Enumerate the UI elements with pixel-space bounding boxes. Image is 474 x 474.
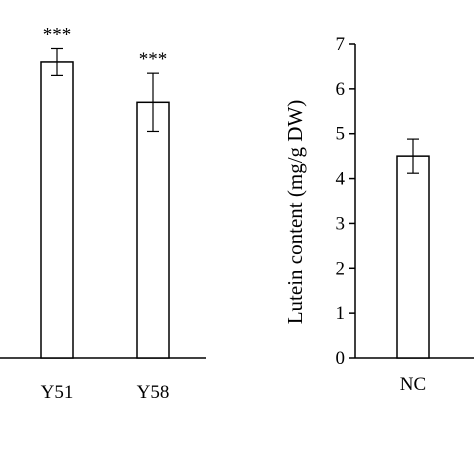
y-tick-label-5: 5 [336,124,346,145]
category-label-Y58: Y58 [137,382,170,403]
y-tick-label-6: 6 [336,79,346,100]
y-tick-label-0: 0 [336,348,346,369]
bar-NC [396,155,430,359]
left-chart: *** Y51 *** Y58 [0,24,206,403]
significance-Y58: *** [139,49,168,70]
y-tick-label-7: 7 [336,34,346,55]
category-label-NC: NC [400,374,426,395]
bar-Y58 [136,101,170,359]
y-tick-label-2: 2 [336,258,346,279]
y-tick-label-1: 1 [336,303,346,324]
y-tick-label-4: 4 [336,169,346,190]
y-tick-label-3: 3 [336,213,346,234]
bar-Y51 [40,61,74,359]
category-label-Y51: Y51 [41,382,74,403]
significance-Y51: *** [43,24,72,45]
y-axis-title: Lutein content (mg/g DW) [283,100,307,325]
right-chart: 0 1 2 3 4 5 6 7 NC Lutein content (mg/g DW) [283,34,474,395]
